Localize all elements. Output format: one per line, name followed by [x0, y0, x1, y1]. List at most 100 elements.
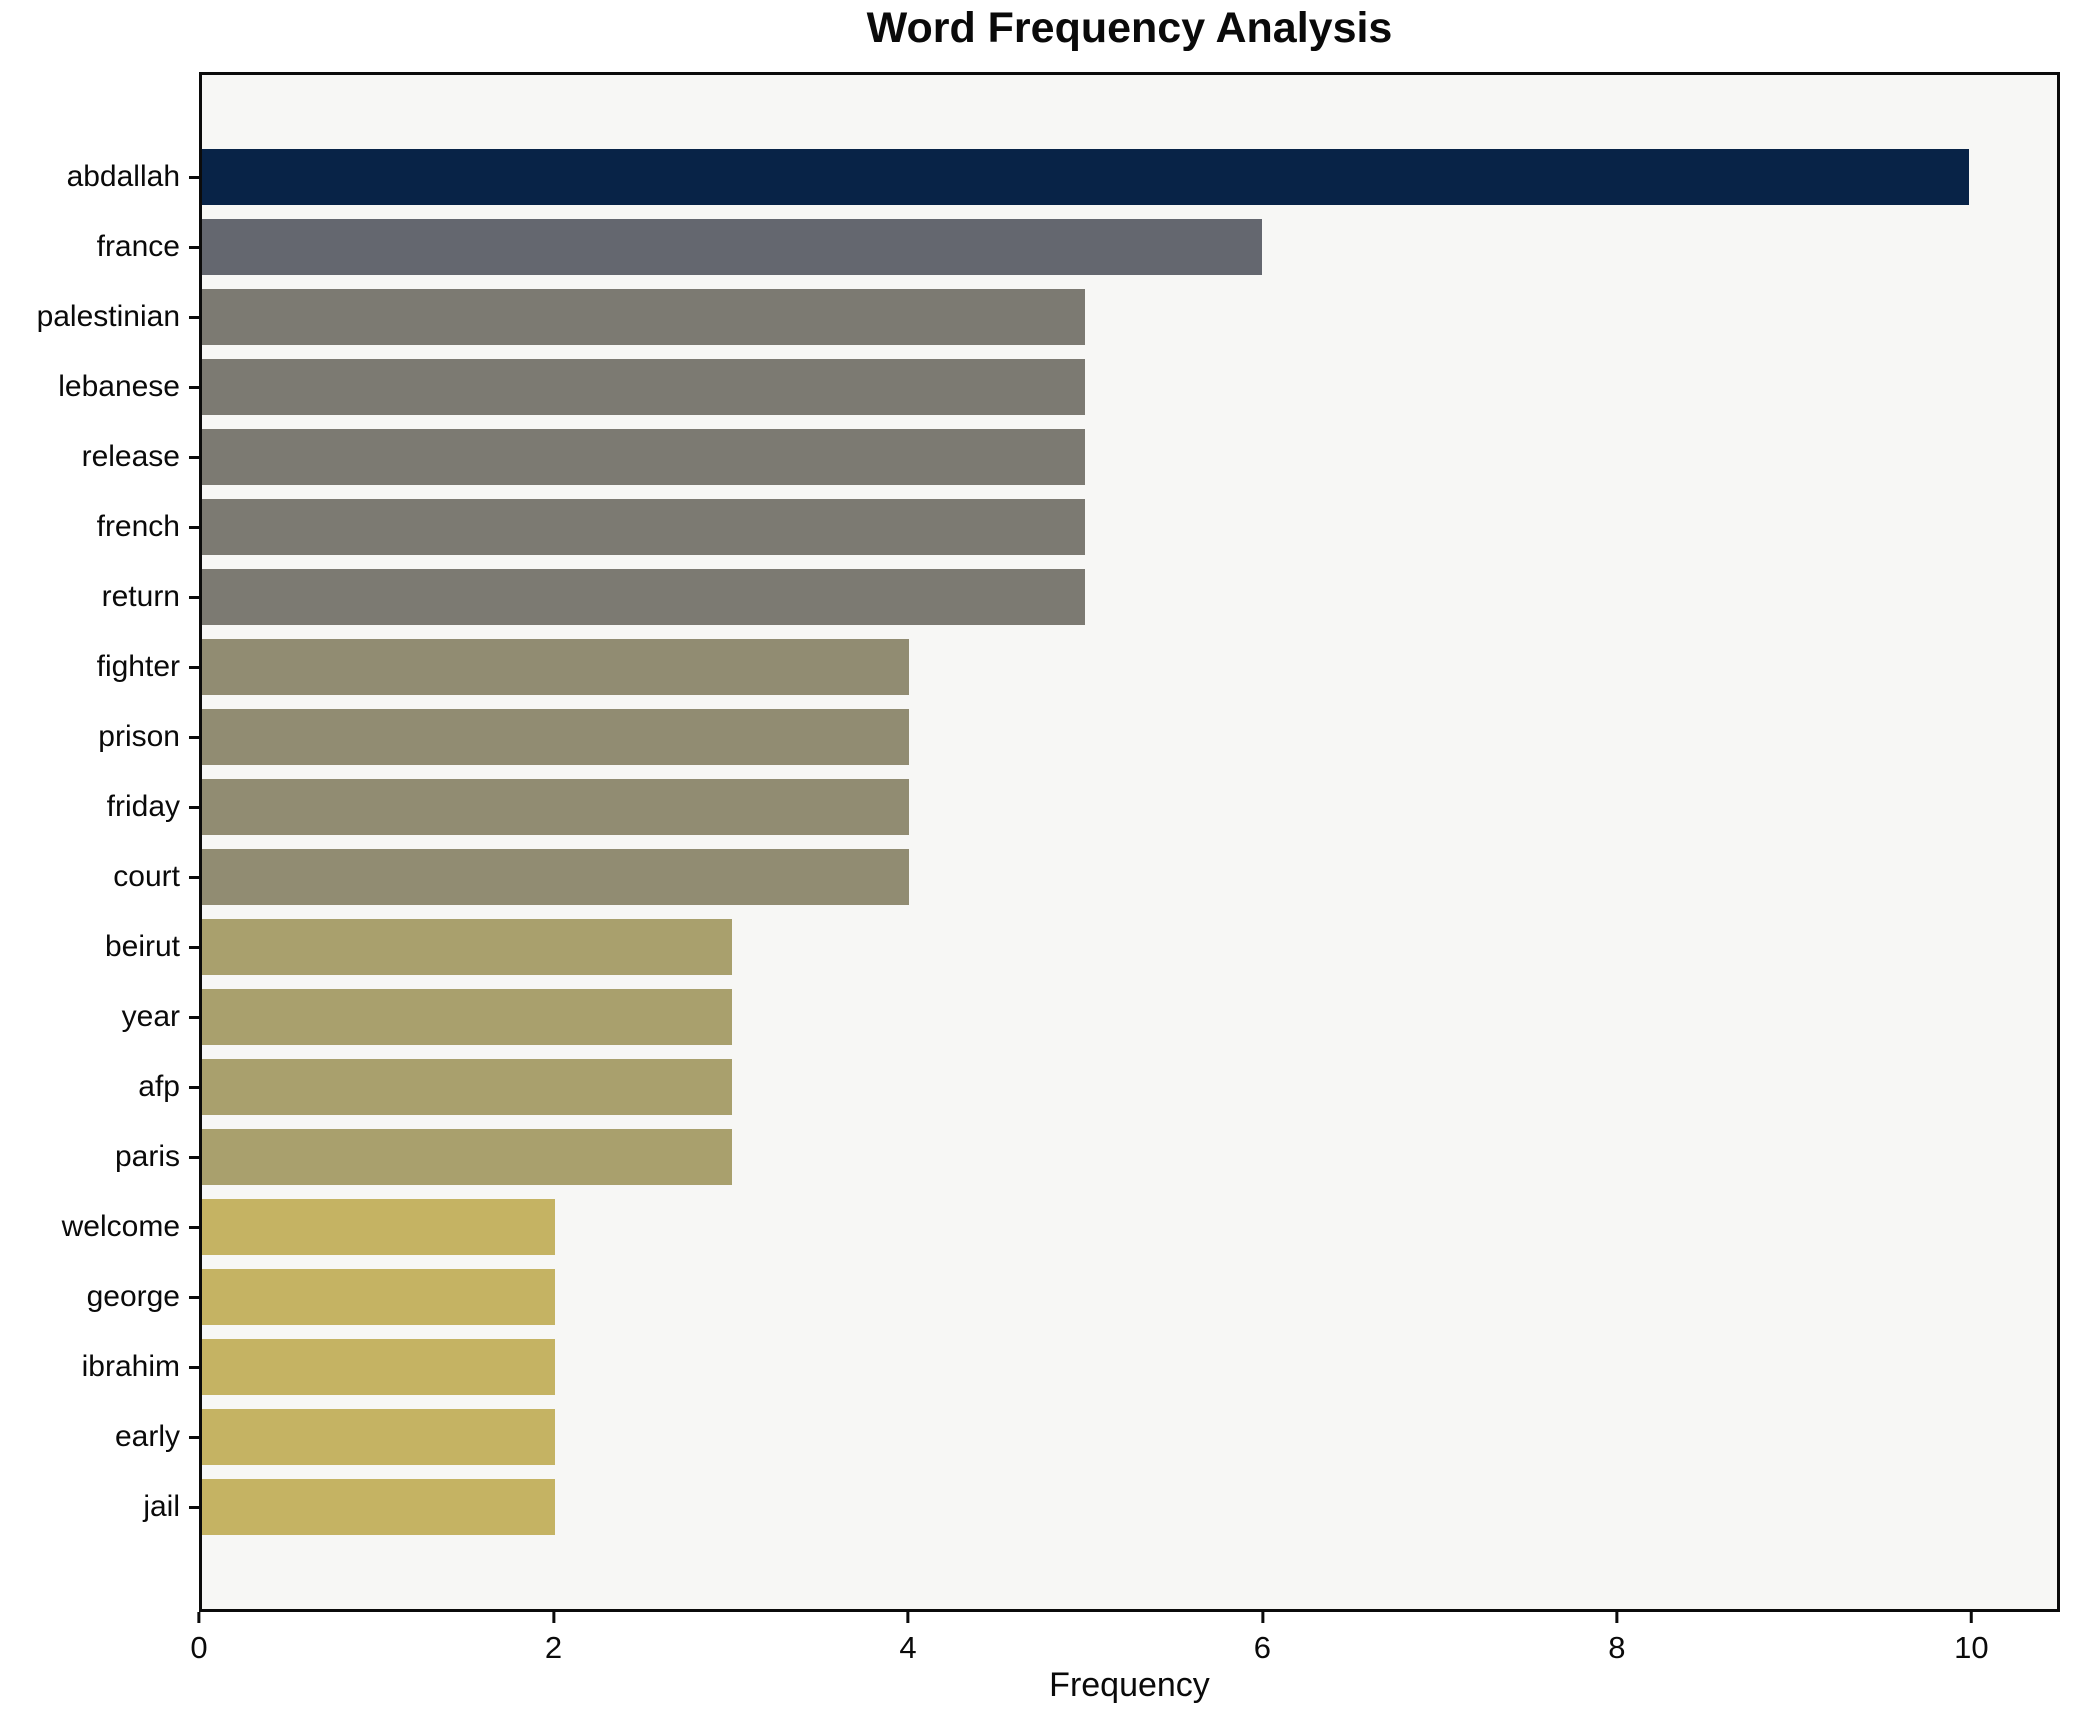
y-tick-row: lebanese	[0, 352, 199, 422]
y-tick-row: return	[0, 562, 199, 632]
y-tick-mark	[189, 1505, 199, 1509]
x-tick-mark	[1260, 1612, 1264, 1623]
y-tick-mark	[189, 315, 199, 319]
bar-row	[202, 1332, 2057, 1402]
y-tick-label: france	[96, 230, 180, 263]
y-tick-mark	[189, 455, 199, 459]
bar-return	[202, 569, 1086, 625]
bar-row	[202, 1402, 2057, 1472]
y-tick-row: france	[0, 212, 199, 282]
y-tick-mark	[189, 1085, 199, 1089]
bar-french	[202, 499, 1086, 555]
bar-row	[202, 282, 2057, 352]
bars-container	[202, 142, 2057, 1542]
y-tick-label: prison	[98, 720, 180, 753]
bar-row	[202, 772, 2057, 842]
bar-friday	[202, 779, 909, 835]
y-tick-label: fighter	[96, 650, 180, 683]
chart-title: Word Frequency Analysis	[866, 4, 1393, 52]
bar-court	[202, 849, 909, 905]
y-tick-mark	[189, 665, 199, 669]
bar-row	[202, 492, 2057, 562]
y-tick-label: paris	[114, 1140, 180, 1173]
bar-row	[202, 352, 2057, 422]
y-tick-row: george	[0, 1262, 199, 1332]
y-tick-mark	[189, 595, 199, 599]
bar-george	[202, 1269, 556, 1325]
bar-jail	[202, 1479, 556, 1535]
y-tick-row: welcome	[0, 1192, 199, 1262]
y-tick-label: abdallah	[66, 160, 180, 193]
y-tick-label: year	[121, 1000, 180, 1033]
x-tick-label: 0	[190, 1630, 208, 1665]
bar-row	[202, 842, 2057, 912]
bar-early	[202, 1409, 556, 1465]
y-tick-row: release	[0, 422, 199, 492]
y-tick-label: early	[114, 1420, 180, 1453]
x-tick-mark	[551, 1612, 555, 1623]
y-tick-label: french	[96, 510, 180, 543]
bar-prison	[202, 709, 909, 765]
y-tick-mark	[189, 1015, 199, 1019]
y-tick-label: welcome	[61, 1210, 180, 1243]
y-tick-mark	[189, 1295, 199, 1299]
y-tick-row: ibrahim	[0, 1332, 199, 1402]
y-tick-mark	[189, 1365, 199, 1369]
x-tick: 10	[1954, 1612, 1989, 1666]
x-axis-title: Frequency	[1049, 1666, 1210, 1704]
y-tick-row: early	[0, 1402, 199, 1472]
x-tick-mark	[906, 1612, 910, 1623]
bar-palestinian	[202, 289, 1086, 345]
bar-fighter	[202, 639, 909, 695]
x-tick-mark	[197, 1612, 201, 1623]
x-tick: 0	[190, 1612, 208, 1666]
y-tick-row: year	[0, 982, 199, 1052]
x-tick-label: 4	[899, 1630, 917, 1665]
bar-row	[202, 562, 2057, 632]
y-tick-mark	[189, 945, 199, 949]
x-tick: 4	[899, 1612, 917, 1666]
y-tick-mark	[189, 245, 199, 249]
bar-row	[202, 1122, 2057, 1192]
y-tick-mark	[189, 385, 199, 389]
y-tick-row: paris	[0, 1122, 199, 1192]
bar-row	[202, 912, 2057, 982]
bar-beirut	[202, 919, 732, 975]
y-tick-mark	[189, 805, 199, 809]
bar-france	[202, 219, 1262, 275]
y-tick-label: lebanese	[58, 370, 180, 403]
y-tick-row: palestinian	[0, 282, 199, 352]
x-tick-mark	[1969, 1612, 1973, 1623]
bar-row	[202, 982, 2057, 1052]
y-tick-row: court	[0, 842, 199, 912]
y-tick-mark	[189, 175, 199, 179]
y-tick-label: ibrahim	[81, 1350, 180, 1383]
x-tick: 6	[1254, 1612, 1271, 1666]
y-tick-mark	[189, 875, 199, 879]
y-tick-row: friday	[0, 772, 199, 842]
bar-row	[202, 1262, 2057, 1332]
y-axis-labels: abdallah france palestinian lebanese release…	[0, 142, 199, 1542]
y-tick-label: afp	[138, 1070, 180, 1103]
bar-welcome	[202, 1199, 556, 1255]
y-tick-label: friday	[106, 790, 180, 823]
x-tick: 2	[545, 1612, 562, 1666]
y-tick-label: return	[101, 580, 180, 613]
y-tick-row: french	[0, 492, 199, 562]
y-tick-mark	[189, 1225, 199, 1229]
x-tick: 8	[1608, 1612, 1626, 1666]
y-tick-label: jail	[143, 1490, 180, 1523]
x-tick-label: 6	[1253, 1630, 1272, 1665]
bar-row	[202, 1192, 2057, 1262]
y-tick-row: beirut	[0, 912, 199, 982]
bar-row	[202, 1472, 2057, 1542]
x-axis: 0 2 4 6 8 10	[190, 1612, 2060, 1682]
bar-release	[202, 429, 1086, 485]
bar-row	[202, 142, 2057, 212]
bar-row	[202, 212, 2057, 282]
y-tick-label: release	[81, 440, 180, 473]
x-tick-label: 8	[1608, 1630, 1626, 1665]
y-tick-row: prison	[0, 702, 199, 772]
x-tick-label: 10	[1954, 1630, 1989, 1665]
y-tick-mark	[189, 525, 199, 529]
